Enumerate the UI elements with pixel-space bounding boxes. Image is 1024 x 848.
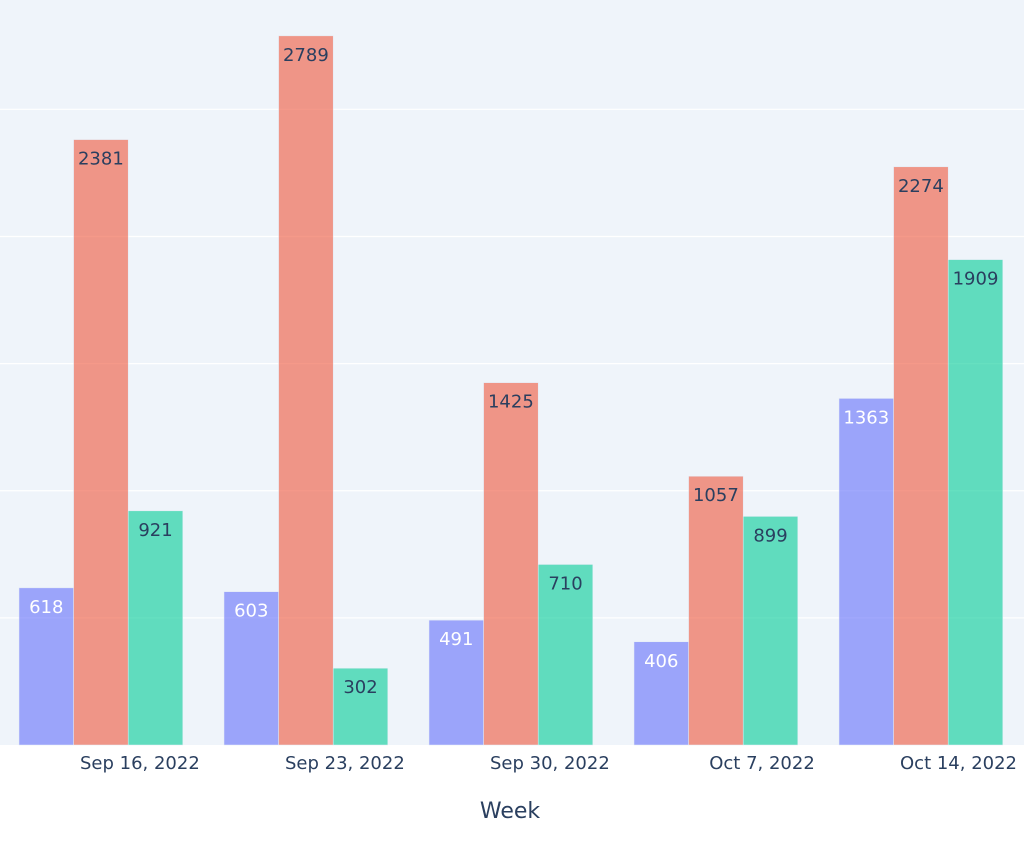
bar — [428, 619, 484, 746]
bar — [278, 35, 334, 746]
bar-value-label: 603 — [234, 601, 268, 622]
bar — [127, 510, 184, 746]
bar-value-label: 921 — [138, 520, 172, 541]
bars — [18, 35, 1004, 746]
bar-value-label: 2381 — [78, 149, 124, 170]
bar-value-label: 710 — [548, 573, 582, 594]
x-axis-tick-label: Oct 7, 2022 — [709, 753, 815, 774]
x-axis-title: Week — [480, 799, 541, 824]
bar — [73, 139, 129, 746]
bar-value-label: 1057 — [693, 485, 739, 506]
bar — [688, 475, 744, 746]
bar — [838, 398, 894, 746]
bar-value-label: 899 — [753, 525, 787, 546]
bar-value-label: 1363 — [843, 407, 889, 428]
x-axis-tick-label: Oct 14, 2022 — [900, 753, 1017, 774]
bar — [893, 166, 949, 746]
bar-value-label: 1909 — [953, 269, 999, 290]
bar — [537, 564, 594, 746]
bar — [742, 516, 799, 746]
bar-value-label: 2274 — [898, 176, 944, 197]
bar-value-label: 1425 — [488, 392, 534, 413]
bar-value-label: 618 — [29, 597, 63, 618]
bar-value-label: 302 — [343, 677, 377, 698]
x-axis-tick-labels: Sep 16, 2022 Sep 23, 2022 Sep 30, 2022 Oct … — [80, 753, 1017, 774]
x-axis-tick-label: Sep 16, 2022 — [80, 753, 200, 774]
bar — [332, 667, 389, 746]
bar — [18, 587, 74, 746]
x-axis-tick-label: Sep 30, 2022 — [490, 753, 610, 774]
bar-value-label: 491 — [439, 629, 473, 650]
bar-value-label: 2789 — [283, 45, 329, 66]
bar-value-label: 406 — [644, 651, 678, 672]
bar-labels: 618 2381 921 603 2789 302 491 1425 710 406 1057 899… — [29, 45, 998, 698]
bar — [947, 259, 1004, 746]
x-axis-tick-label: Sep 23, 2022 — [285, 753, 405, 774]
bar — [483, 382, 539, 746]
